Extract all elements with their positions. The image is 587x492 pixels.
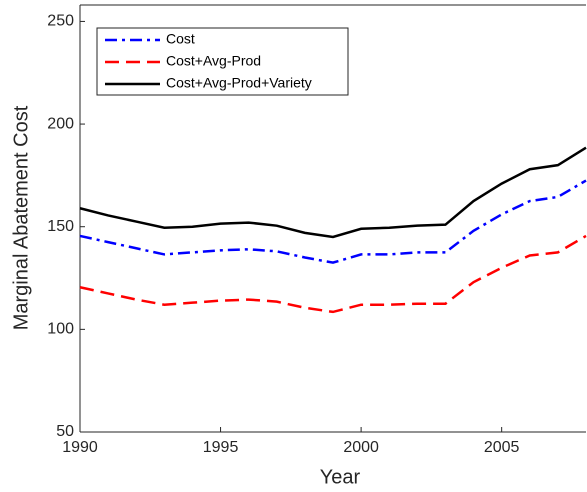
series-line bbox=[79, 234, 587, 314]
x-axis-label: Year bbox=[320, 466, 361, 488]
legend-label: Cost+Avg-Prod+Variety bbox=[166, 75, 312, 91]
y-axis-label: Marginal Abatement Cost bbox=[10, 105, 32, 330]
y-tick-label: 150 bbox=[47, 218, 74, 235]
y-tick-label: 200 bbox=[47, 115, 74, 132]
x-tick-label: 1990 bbox=[62, 439, 98, 456]
series-line bbox=[79, 146, 587, 239]
series-line bbox=[79, 179, 587, 264]
y-tick-label: 100 bbox=[47, 321, 74, 338]
x-tick-label: 2005 bbox=[484, 439, 520, 456]
y-tick-label: 50 bbox=[56, 423, 74, 440]
legend-label: Cost+Avg-Prod bbox=[166, 53, 261, 69]
x-tick-label: 2000 bbox=[343, 439, 379, 456]
y-tick-label: 250 bbox=[47, 13, 74, 30]
x-tick-label: 1995 bbox=[203, 439, 239, 456]
legend-label: Cost bbox=[166, 31, 195, 47]
legend: Cost Cost+Avg-Prod Cost+Avg-Prod+Variety bbox=[96, 27, 349, 96]
